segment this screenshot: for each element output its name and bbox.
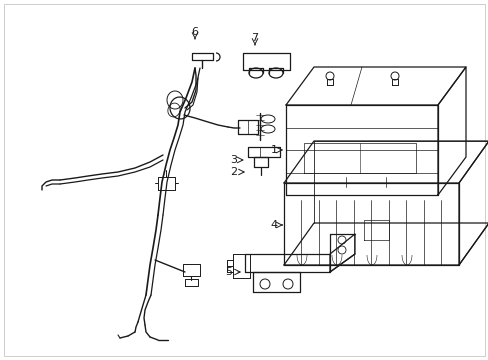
Text: 4: 4 bbox=[270, 220, 278, 230]
Text: 1: 1 bbox=[270, 145, 278, 155]
Text: 6: 6 bbox=[191, 27, 198, 37]
Text: 5: 5 bbox=[224, 267, 231, 277]
Text: 3: 3 bbox=[229, 155, 237, 165]
Text: 2: 2 bbox=[229, 167, 237, 177]
Text: 7: 7 bbox=[251, 33, 258, 43]
